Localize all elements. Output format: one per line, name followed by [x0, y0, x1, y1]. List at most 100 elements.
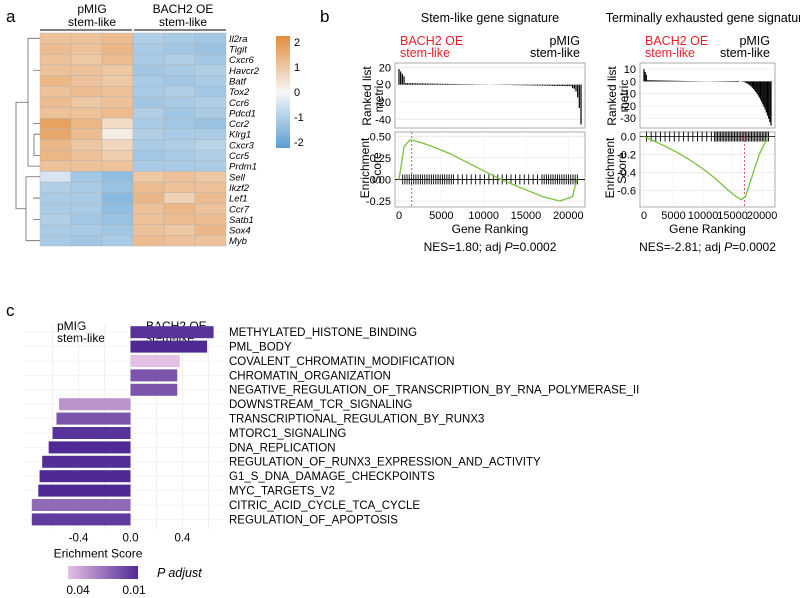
heatmap-cell — [39, 43, 72, 55]
gsea-title: Terminally exhausted gene signature — [606, 11, 800, 25]
bar-xlabel: Erichment Score — [54, 547, 143, 561]
label-line: stem-like — [159, 15, 207, 29]
gsea-left-group-label: BACH2 OE stem-like — [400, 34, 463, 60]
heatmap-cell — [163, 96, 196, 108]
gsea-xtick: 20000 — [553, 210, 584, 222]
bar-mtorc1-signaling — [52, 427, 131, 439]
bar-category-label: REGULATION_OF_RUNX3_EXPRESSION_AND_ACTIV… — [229, 457, 541, 469]
gsea-rank-frame — [639, 62, 776, 129]
gsea-stat-p: P — [724, 240, 732, 254]
gsea-xtick: 5000 — [661, 210, 685, 222]
heatmap-cell — [70, 75, 103, 87]
label-line: pMIG — [57, 319, 86, 333]
bar-category-label: DOWNSTREAM_TCR_SIGNALING — [229, 399, 412, 411]
label-line: Ranked list — [360, 66, 374, 126]
label-line: BACH2 OE — [400, 34, 463, 48]
heatmap-cell — [101, 171, 134, 183]
gsea-stat-suffix: =0.0002 — [513, 240, 557, 254]
gsea-stat-p: P — [505, 240, 513, 254]
bar-category-label: MTORC1_SIGNALING — [229, 428, 346, 440]
heatmap-cell — [39, 75, 72, 87]
heatmap-cell — [132, 32, 165, 44]
label-line: BACH2 OE — [645, 34, 708, 48]
label-line: Ranked list — [605, 66, 619, 126]
heatmap-cell — [39, 171, 72, 183]
heatmap-cell — [101, 32, 134, 44]
label-line: stem-like — [68, 15, 116, 29]
heatmap-cell — [70, 107, 103, 119]
heatmap-cell — [70, 181, 103, 193]
heatmap-cell — [101, 54, 134, 66]
gsea-es-ylabel: EnrichmentScore — [358, 137, 384, 198]
heatmap-cell — [194, 64, 227, 76]
heatmap-cell — [101, 224, 134, 236]
heatmap-cell — [163, 43, 196, 55]
dendrogram-root — [15, 101, 28, 210]
heatmap-cell — [132, 224, 165, 236]
heatmap-cell — [132, 75, 165, 87]
gsea-stat-prefix: NES=-2.81; adj — [639, 240, 724, 254]
gsea-right-group-label: pMIG stem-like — [530, 34, 580, 60]
heatmap-cell — [101, 149, 134, 161]
heatmap-color-legend — [276, 36, 290, 148]
bar-category-label: TRANSCRIPTIONAL_REGULATION_BY_RUNX3 — [229, 414, 484, 426]
bar-category-label: MYC_TARGETS_V2 — [229, 486, 335, 498]
gsea-es-ytick: -0.4 — [617, 168, 636, 180]
bar-category-label: G1_S_DNA_DAMAGE_CHECKPOINTS — [229, 471, 435, 483]
label-line: Score — [615, 152, 629, 184]
bar-category-label: DNA_REPLICATION — [229, 442, 336, 454]
gene-label-batf: Batf — [229, 76, 247, 87]
heatmap-cell — [132, 107, 165, 119]
heatmap-cell — [39, 213, 72, 225]
bar-citric-acid-cycle-tca-cycle — [31, 499, 131, 511]
heatmap-cell — [163, 149, 196, 161]
heatmap-cell — [194, 43, 227, 55]
heatmap-cell — [39, 149, 72, 161]
heatmap-cell — [39, 128, 72, 140]
bar-g1-s-dna-damage-checkpoints — [39, 470, 131, 483]
label-line: stem-like — [57, 331, 105, 345]
p-adjust-color-legend — [68, 566, 138, 579]
gsea-xtick: 0 — [641, 210, 647, 222]
heatmap-cell — [70, 149, 103, 161]
heatmap-cell — [132, 64, 165, 76]
heatmap-cell — [39, 107, 72, 119]
gene-label-klrg1: Klrg1 — [229, 130, 251, 141]
heatmap-cell — [163, 139, 196, 151]
gsea-rank-frame — [394, 62, 586, 129]
gsea-rank-ytick: -20 — [620, 101, 636, 113]
gsea-xlabel: Gene Ranking — [452, 222, 529, 236]
heatmap-cell — [194, 75, 227, 87]
heatmap-cell — [163, 192, 196, 204]
heatmap-legend-tick: 0 — [294, 87, 300, 99]
heatmap-cell — [163, 128, 196, 140]
heatmap-cell — [132, 139, 165, 151]
heatmap-legend-tick: 1 — [294, 62, 300, 74]
panel-label-b: b — [320, 7, 329, 26]
heatmap-cell — [70, 235, 103, 247]
heatmap-panel: pMIG stem-like BACH2 OE stem-like Il2raTig… — [15, 2, 304, 247]
bar-myc-targets-v2 — [38, 484, 131, 497]
gene-label-ccr2: Ccr2 — [229, 119, 250, 130]
gene-label-sell: Sell — [229, 172, 246, 183]
gsea-es-ytick: 0.25 — [370, 153, 391, 165]
gene-label-satb1: Satb1 — [229, 215, 254, 226]
bar-left-group-label: pMIG stem-like — [57, 319, 105, 345]
gsea-xtick: 0 — [396, 210, 402, 222]
label-line: pMIG — [77, 2, 106, 16]
gsea-rank-ytick: -40 — [375, 114, 391, 126]
heatmap-cell — [70, 203, 103, 215]
gsea-es-ytick: -0.6 — [617, 186, 636, 198]
heatmap-cell — [132, 213, 165, 225]
heatmap-cell — [194, 149, 227, 161]
heatmap-cell — [194, 192, 227, 204]
gene-label-cxcr6: Cxcr6 — [229, 55, 255, 66]
heatmap-group-bach2: BACH2 OE stem-like — [153, 2, 214, 29]
gsea-xtick: 5000 — [429, 210, 453, 222]
heatmap-cell — [70, 64, 103, 76]
heatmap-cell — [132, 171, 165, 183]
dendrogram-branch-top — [27, 37, 40, 167]
label-line: metric — [372, 80, 386, 113]
heatmap-legend-tick: 2 — [294, 37, 300, 49]
